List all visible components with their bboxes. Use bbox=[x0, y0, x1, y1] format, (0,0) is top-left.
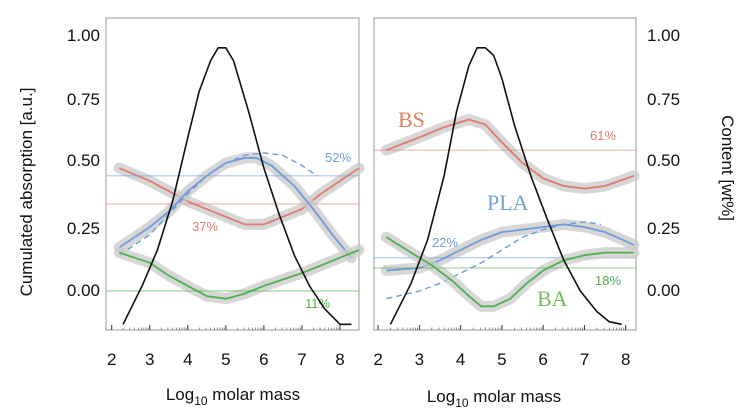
series-line bbox=[386, 223, 635, 272]
distribution-curve bbox=[389, 47, 622, 326]
x-tick-label: 8 bbox=[335, 350, 344, 369]
left-x-axis-title: Log10 molar mass bbox=[166, 385, 300, 408]
x-tick-label: 6 bbox=[259, 350, 268, 369]
y-axis-title: Cumulated absorption [a.u.] bbox=[17, 88, 36, 297]
plot-layer: 2 3 4 5 6 7 837%52%11%2 3 4 5 6 7 861%22%18% bbox=[106, 47, 640, 369]
x-tick-label: 8 bbox=[621, 350, 630, 369]
x-tick-label: 7 bbox=[580, 350, 589, 369]
confidence-band bbox=[113, 152, 357, 264]
x-tick-label: 6 bbox=[538, 350, 547, 369]
ba-label: BA bbox=[537, 286, 568, 311]
percent-label: 18% bbox=[595, 273, 621, 288]
percent-label: 37% bbox=[192, 219, 218, 234]
dashed-series-line bbox=[386, 221, 602, 300]
left-y-tick: 0.50 bbox=[67, 151, 100, 170]
left-y-tick: 0.25 bbox=[67, 219, 100, 238]
series-line bbox=[385, 236, 634, 308]
left-y-tick-labels: 1.00 0.75 0.50 0.25 0.00 bbox=[67, 26, 100, 300]
percent-label: 22% bbox=[432, 235, 458, 250]
percent-label: 52% bbox=[325, 150, 351, 165]
bs-label: BS bbox=[398, 107, 425, 132]
right-y-tick: 0.25 bbox=[647, 219, 680, 238]
x-tick-label: 3 bbox=[415, 350, 424, 369]
right-y-tick: 0.00 bbox=[647, 281, 680, 300]
y2-axis-title: Content [wt%] bbox=[718, 115, 737, 221]
series-line bbox=[386, 118, 635, 190]
right-x-axis-title: Log10 molar mass bbox=[427, 387, 561, 410]
x-tick-label: 2 bbox=[373, 350, 382, 369]
x-tick-label: 3 bbox=[145, 350, 154, 369]
pla-label: PLA bbox=[487, 190, 529, 215]
left-y-tick: 0.00 bbox=[67, 281, 100, 300]
percent-label: 61% bbox=[590, 128, 616, 143]
right-y-tick: 1.00 bbox=[647, 26, 680, 45]
x-tick-label: 2 bbox=[107, 350, 116, 369]
x-tick-label: 5 bbox=[497, 350, 506, 369]
x-tick-label: 5 bbox=[221, 350, 230, 369]
right-y-tick: 0.75 bbox=[647, 90, 680, 109]
left-y-tick: 1.00 bbox=[67, 26, 100, 45]
series-line bbox=[119, 249, 360, 300]
x-tick-label: 7 bbox=[297, 350, 306, 369]
x-tick-label: 4 bbox=[183, 350, 192, 369]
distribution-curve bbox=[122, 47, 352, 326]
x-tick-label: 4 bbox=[456, 350, 465, 369]
left-y-tick: 0.75 bbox=[67, 90, 100, 109]
series-line bbox=[118, 167, 360, 226]
right-y-tick-labels: 1.00 0.75 0.50 0.25 0.00 bbox=[647, 26, 680, 300]
right-y-tick: 0.50 bbox=[647, 151, 680, 170]
